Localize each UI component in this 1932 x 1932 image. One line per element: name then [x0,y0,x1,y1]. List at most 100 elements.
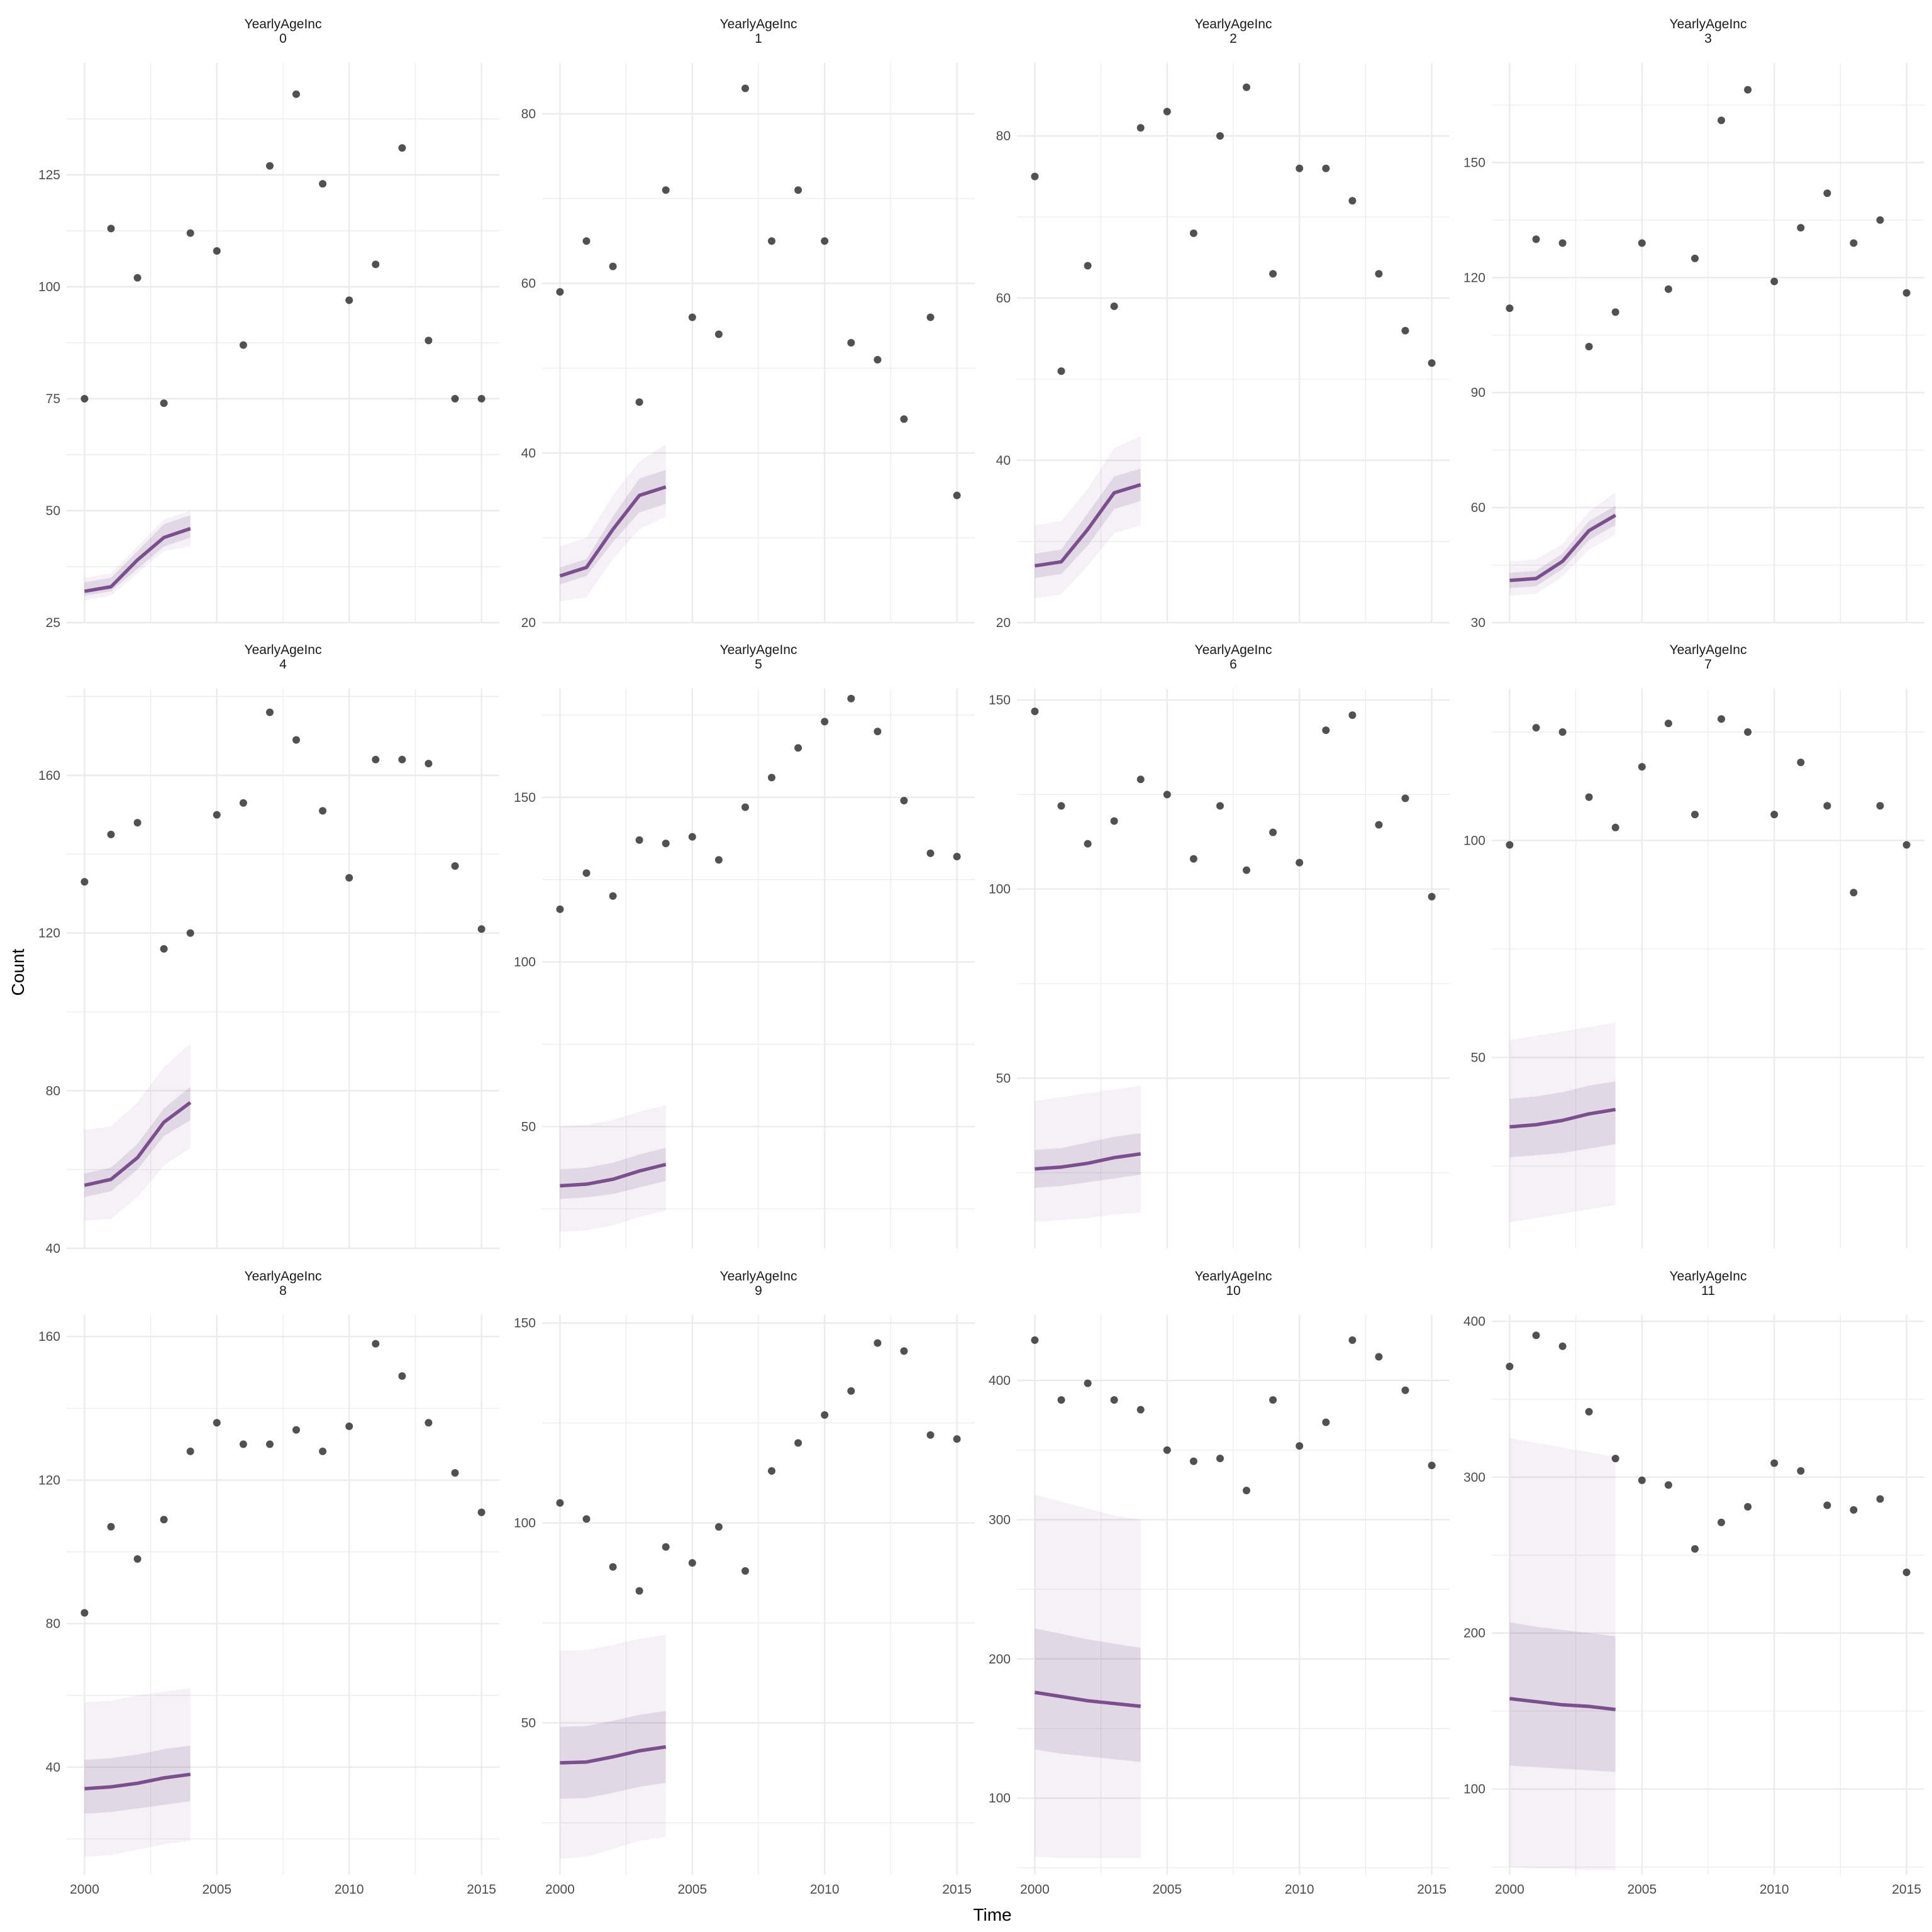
y-tick-label: 90 [1471,386,1485,400]
prediction-interval-95 [1509,1023,1616,1223]
prediction-interval-80 [1509,506,1616,589]
observed-point [821,1411,829,1419]
observed-points [1031,1336,1436,1494]
y-tick-label: 80 [46,1617,60,1631]
observed-point [107,830,115,838]
forecast-mean-line [84,1101,192,1187]
observed-point [714,1523,723,1531]
observed-point [398,144,406,152]
observed-point [900,797,908,804]
observed-point [1876,216,1884,224]
prediction-interval-95 [1509,1438,1616,1870]
forecast-mean-line [1509,513,1617,582]
observed-points [80,90,486,408]
strip-title: YearlyAgeInc [1195,1269,1272,1284]
y-axis-title: Count [8,948,28,996]
forecast-mean-line [1034,1690,1141,1708]
observed-point [847,694,855,702]
observed-point [609,262,617,270]
observed-point [107,225,115,233]
y-tick-label: 50 [996,1071,1011,1085]
forecast-mean-line [1035,1152,1141,1171]
observed-point [1348,1336,1357,1344]
observed-point [741,1567,749,1575]
observed-point [688,313,696,321]
observed-points [556,694,961,913]
prediction-interval-80 [1035,1133,1141,1188]
x-tick-label: 2000 [70,1882,99,1897]
observed-point [1243,866,1250,874]
observed-point [635,836,643,844]
gridlines [67,689,499,1250]
observed-point [1136,124,1145,132]
observed-point [1031,172,1039,180]
observed-point [1296,164,1304,172]
observed-point [1136,775,1145,784]
observed-points [1506,86,1911,351]
observed-point [741,84,749,92]
strip-title: YearlyAgeInc [720,17,797,31]
observed-point [1611,308,1619,316]
observed-point [1823,802,1831,810]
observed-point [1718,1518,1725,1526]
forecast-mean-line [1034,483,1141,568]
gridlines [67,1315,499,1875]
y-tick-label: 120 [38,1473,60,1487]
gridlines [1017,689,1450,1248]
observed-point [1163,108,1171,116]
observed-point [80,1609,89,1617]
observed-point [213,811,221,819]
observed-point [1718,715,1725,723]
observed-point [80,395,89,402]
observed-point [1269,828,1277,836]
observed-point [821,718,829,726]
prediction-interval-80 [1035,1628,1141,1762]
observed-point [266,708,274,716]
observed-point [953,491,961,499]
observed-point [1691,811,1699,819]
observed-point [662,840,670,848]
observed-point [451,1469,459,1477]
observed-point [319,180,327,188]
strip-label: 7 [1704,657,1712,672]
observed-point [926,849,935,857]
y-tick-label: 150 [514,791,536,805]
observed-point [1375,270,1383,278]
y-tick-label: 100 [989,882,1011,897]
prediction-interval-95 [1509,492,1616,596]
observed-point [160,399,168,408]
observed-point [1902,841,1911,849]
observed-point [1770,811,1779,819]
observed-point [1322,164,1330,172]
observed-point [292,736,300,744]
y-tick-label: 50 [1471,1050,1485,1065]
x-tick-label: 2005 [1152,1882,1182,1897]
y-tick-label: 200 [989,1652,1011,1667]
y-tick-label: 40 [46,1760,60,1775]
observed-point [1611,1455,1619,1463]
forecast-mean-line [560,1745,667,1765]
observed-point [107,1523,115,1531]
y-tick-label: 25 [46,616,60,630]
panels-layer: YearlyAgeInc0255075100125YearlyAgeInc120… [38,17,1924,1897]
strip-title: YearlyAgeInc [1195,643,1272,657]
strip-label: 3 [1704,31,1712,46]
observed-point [266,162,274,170]
gridlines [67,63,499,624]
observed-point [1243,1487,1250,1494]
observed-point [1850,889,1858,897]
y-tick-label: 75 [46,392,60,406]
observed-point [133,819,142,827]
prediction-interval-80 [1509,1622,1616,1772]
observed-point [1611,823,1619,831]
observed-point [900,1347,908,1355]
y-tick-label: 80 [996,129,1011,143]
strip-title: YearlyAgeInc [245,643,322,657]
strip-label: 4 [279,657,287,672]
observed-point [1585,793,1593,801]
